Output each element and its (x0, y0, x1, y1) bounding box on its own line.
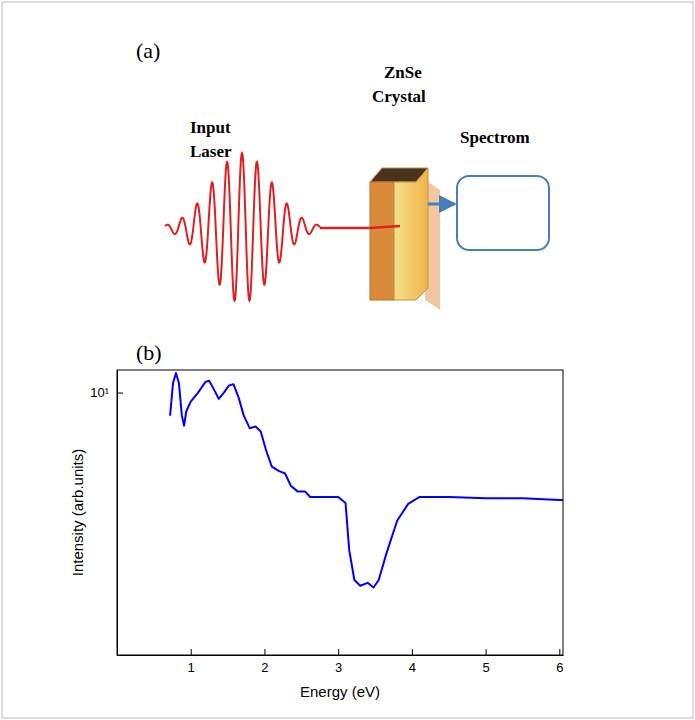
x-tick-label: 2 (261, 660, 268, 675)
y-axis-title: Intensity (arb.units) (69, 449, 86, 577)
spectrum-line (170, 373, 563, 587)
x-tick-mark (191, 649, 192, 655)
x-axis-title: Energy (eV) (300, 683, 380, 700)
plot-marks (170, 373, 563, 587)
x-tick-label: 3 (335, 660, 342, 675)
x-tick: 5 (482, 649, 489, 675)
laser-beam (320, 227, 375, 230)
y-tick-label: 10¹ (90, 385, 109, 400)
figure: (a) Input Laser ZnSe Crystal Spectrom (b) 1 2 3 4 5… (0, 0, 695, 720)
x-axis: 1 2 3 4 5 6 (118, 649, 564, 675)
x-tick-mark (559, 649, 560, 655)
plot-frame (117, 370, 563, 655)
y-tick: 10¹ (90, 385, 123, 400)
chart: (b) 1 2 3 4 5 6 10¹ Energy (eV) Intensity (arb.un… (69, 340, 564, 700)
y-axis: 10¹ (90, 371, 123, 656)
crystal-side (394, 168, 428, 300)
detector-label: Spectrom (460, 128, 530, 147)
crystal-label: ZnSe (384, 63, 422, 82)
x-tick-label: 5 (482, 660, 489, 675)
y-axis-line (117, 371, 118, 656)
x-tick-mark (412, 649, 413, 655)
crystal-front (370, 182, 394, 300)
laser-label: Laser (190, 142, 232, 161)
crystal-label: Crystal (372, 87, 426, 106)
x-tick-label: 4 (409, 660, 416, 675)
x-tick-mark (264, 649, 265, 655)
output-arrow (428, 203, 455, 206)
laser-label: Input (190, 118, 231, 137)
x-tick: 1 (188, 649, 195, 675)
figure-border (2, 2, 693, 718)
diagram: (a) Input Laser ZnSe Crystal Spectrom (136, 38, 549, 310)
x-tick: 6 (556, 649, 563, 675)
spectrometer (457, 176, 549, 250)
x-tick-label: 1 (188, 660, 195, 675)
x-tick-mark (486, 649, 487, 655)
chart-title: (b) (136, 340, 162, 365)
panel-label: (a) (136, 38, 160, 63)
x-tick: 4 (409, 649, 416, 675)
x-tick: 3 (335, 649, 342, 675)
x-axis-line (118, 655, 564, 656)
x-tick-label: 6 (556, 660, 563, 675)
beam-in-crystal (370, 226, 400, 228)
y-tick-mark (117, 393, 123, 394)
x-tick-mark (338, 649, 339, 655)
laser-pulse (165, 153, 320, 301)
x-tick: 2 (261, 649, 268, 675)
